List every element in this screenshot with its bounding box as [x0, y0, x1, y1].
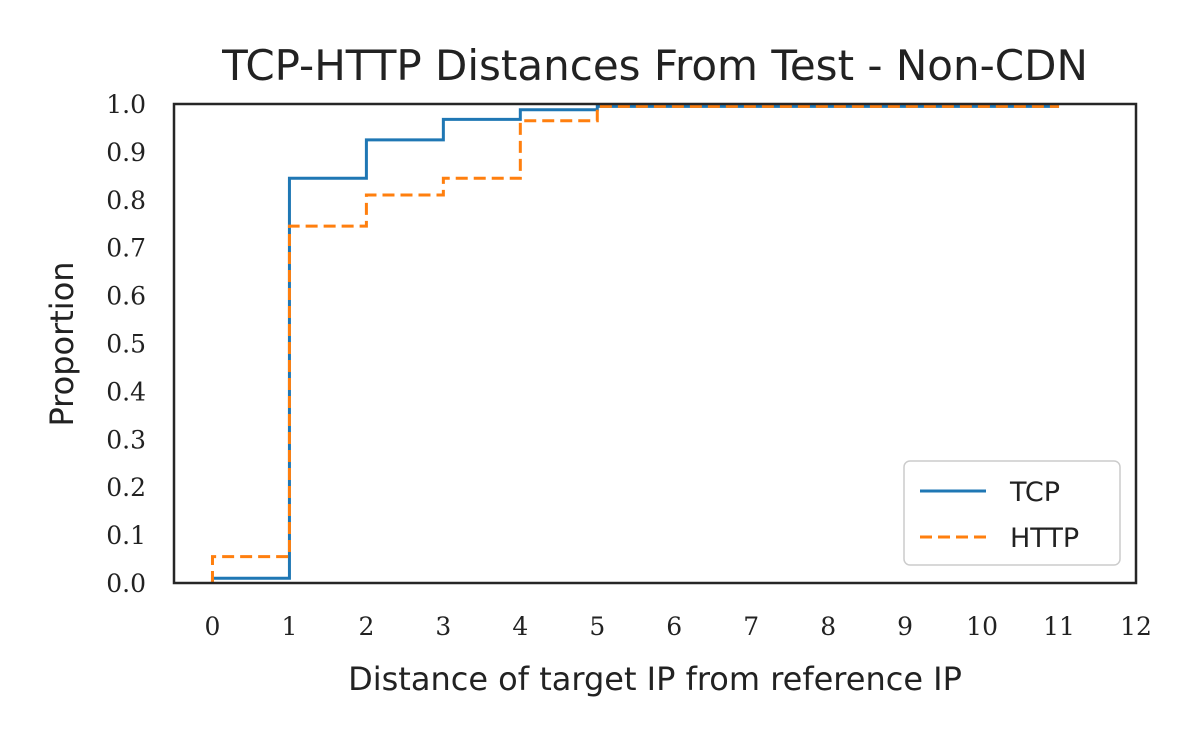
x-tick-label: 0: [205, 612, 221, 641]
series-line-http: [210, 104, 1060, 583]
legend: TCP HTTP: [903, 460, 1121, 566]
chart-title: TCP-HTTP Distances From Test - Non-CDN: [221, 41, 1088, 90]
y-tick-label: 0.1: [106, 521, 146, 550]
legend-box: [903, 460, 1121, 566]
legend-label-tcp: TCP: [1009, 477, 1060, 508]
series-layer: [210, 104, 1060, 583]
y-tick-label: 0.7: [106, 234, 146, 263]
y-tick-label: 0.3: [106, 425, 146, 454]
x-tick-label: 9: [897, 612, 913, 641]
x-tick-label: 12: [1120, 612, 1152, 641]
plot-frame: [172, 102, 1138, 585]
legend-label-http: HTTP: [1010, 523, 1079, 554]
y-tick-label: 0.4: [106, 377, 146, 406]
x-tick-label: 4: [512, 612, 528, 641]
y-tick-label: 1.0: [106, 90, 146, 119]
y-axis-label: Proportion: [43, 261, 81, 426]
y-tick-label: 0.8: [106, 186, 146, 215]
x-tick-label: 1: [281, 612, 297, 641]
x-tick-label: 3: [435, 612, 451, 641]
x-tick-label: 10: [966, 612, 998, 641]
y-tick-label: 0.6: [106, 282, 146, 311]
x-tick-label: 11: [1043, 612, 1075, 641]
x-tick-label: 7: [743, 612, 759, 641]
y-tick-label: 0.5: [106, 330, 146, 359]
x-tick-label: 2: [358, 612, 374, 641]
x-tick-label: 8: [820, 612, 836, 641]
y-tick-label: 0.9: [106, 138, 146, 167]
y-tick-label: 0.0: [106, 569, 146, 598]
y-tick-labels: 0.0 0.1 0.2 0.3 0.4 0.5 0.6 0.7 0.8 0.9 1.0: [106, 90, 146, 598]
x-tick-label: 5: [589, 612, 605, 641]
x-tick-labels: 0 1 2 3 4 5 6 7 8 9 10 11 12: [205, 612, 1152, 641]
series-line-tcp: [210, 104, 1060, 583]
x-tick-label: 6: [666, 612, 682, 641]
x-axis-label: Distance of target IP from reference IP: [348, 660, 962, 698]
y-tick-label: 0.2: [106, 473, 146, 502]
